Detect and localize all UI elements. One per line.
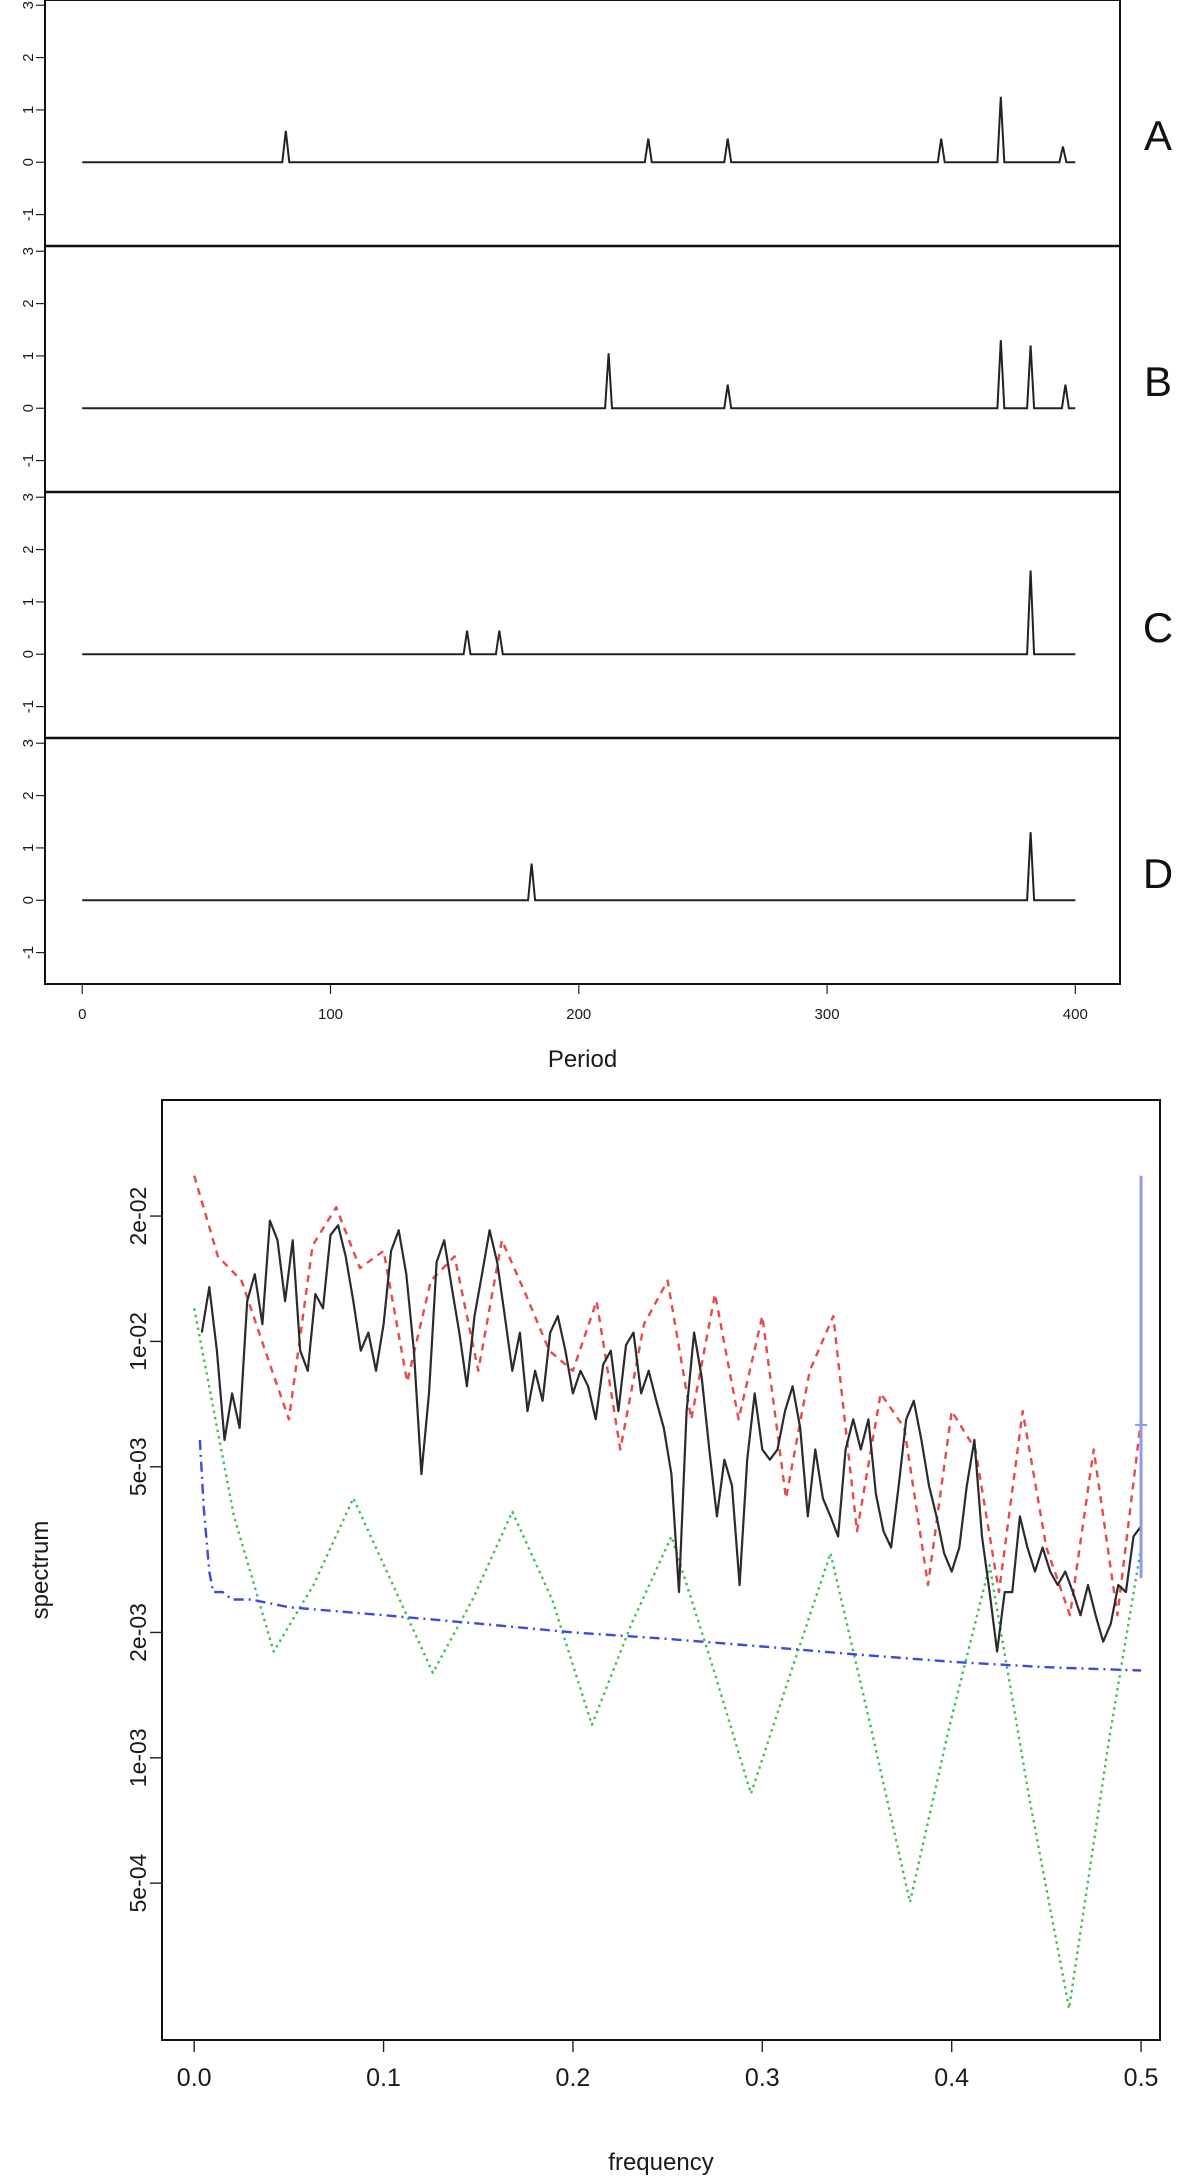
y-tick-label: 1 [20,844,37,852]
signal-line [82,96,1076,164]
x-tick-label: 0.0 [177,2064,212,2092]
panel-b: -1 0 1 2 3 B [20,244,1172,467]
spectrum-chart: 5e-04 1e-03 2e-03 5e-03 1e-02 2e-02 0.0 0.1 0.2 0… [27,1099,1161,2176]
period-panels-chart: -1 0 1 2 3 A -1 0 1 2 3 B -1 0 1 2 3 C -1 0 1 2 3 D 0 100 200 300 40… [20,0,1173,1073]
y-tick-label: 1 [20,598,37,606]
x-tick-label: 100 [318,1006,343,1023]
y-tick-label: 2 [20,299,37,307]
x-tick-label: 300 [815,1006,840,1023]
panel-label: D [1143,850,1173,897]
x-tick-label: 0.2 [556,2064,591,2092]
y-tick-label: 5e-03 [125,1437,151,1496]
x-tick-label: 0.3 [745,2064,780,2092]
y-tick-label: 3 [20,493,37,501]
signal-line [82,340,1076,410]
y-tick-label: -1 [20,454,37,467]
y-tick-label: 5e-04 [125,1854,151,1913]
series-red-line [193,1175,1143,1617]
y-axis-title: spectrum [27,1521,54,1620]
panel-label: B [1144,358,1172,405]
panel-c: -1 0 1 2 3 C [20,490,1173,713]
y-tick-label: 0 [20,896,37,904]
y-tick-label: 2 [20,545,37,553]
y-tick-label: 2 [20,791,37,799]
panel-label: C [1143,604,1173,651]
y-tick-label: 2 [20,53,37,61]
y-tick-label: 1 [20,106,37,114]
x-tick-label: 0 [78,1006,86,1023]
x-tick-label: 400 [1063,1006,1088,1023]
y-tick-label: 3 [20,739,37,747]
y-tick-label: 0 [20,650,37,658]
y-tick-label: 3 [20,1,37,9]
y-tick-label: 0 [20,158,37,166]
y-tick-label: 3 [20,247,37,255]
plot-area [193,1175,1148,2010]
y-tick-label: 1e-03 [125,1728,151,1787]
plot-frame [44,0,1121,985]
series-black-line [200,1219,1142,1653]
y-tick-label: -1 [20,700,37,713]
signal-line [82,832,1076,902]
x-tick-label: 200 [566,1006,591,1023]
y-tick-label: 0 [20,404,37,412]
x-axis-title: Period [548,1046,617,1073]
x-axis-title: frequency [608,2149,713,2176]
y-tick-label: 1e-02 [125,1312,151,1371]
x-tick-label: 0.4 [934,2064,969,2092]
series-green-line [193,1308,1143,2010]
x-tick-label: 0.1 [366,2064,401,2092]
y-tick-label: 1 [20,352,37,360]
y-tick-label: -1 [20,208,37,221]
y-tick-label: -1 [20,946,37,959]
panel-a: -1 0 1 2 3 A [20,1,1172,221]
y-tick-label: 2e-02 [125,1187,151,1246]
panel-label: A [1144,112,1172,159]
y-tick-label: 2e-03 [125,1603,151,1662]
signal-line [82,570,1076,656]
panel-d: -1 0 1 2 3 D [20,736,1173,959]
x-tick-label: 0.5 [1124,2064,1159,2092]
plot-frame [161,1099,1161,2041]
